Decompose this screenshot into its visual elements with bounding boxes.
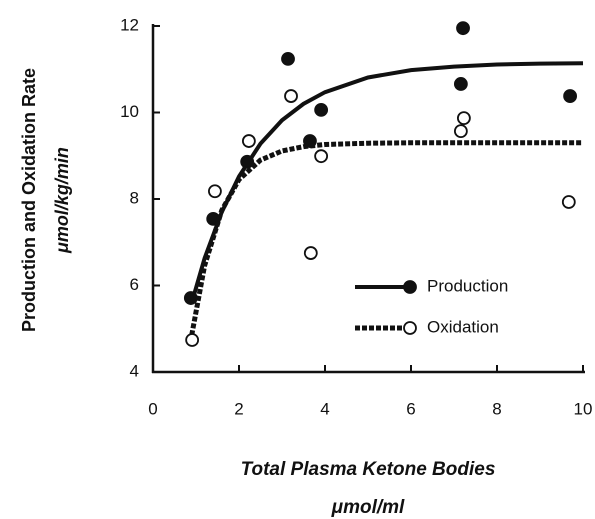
y-tick-label: 8 <box>130 188 139 207</box>
data-point <box>241 134 256 148</box>
y-tick-label: 6 <box>130 275 139 294</box>
legend-marker <box>403 280 417 294</box>
x-tick-label: 6 <box>406 399 415 418</box>
x-tick-label: 4 <box>320 399 329 418</box>
data-point <box>314 103 329 117</box>
fit-curve <box>189 61 584 304</box>
x-tick-label: 0 <box>148 399 157 418</box>
data-point <box>456 111 471 126</box>
x-axis-label: Total Plasma Ketone Bodies <box>241 459 496 480</box>
y-tick-label: 10 <box>120 102 139 121</box>
fit-curve <box>189 140 583 336</box>
x-tick-label: 10 <box>574 399 593 418</box>
x-tick-label: 2 <box>234 399 243 418</box>
y-axis-label: Production and Oxidation Rate <box>19 68 39 332</box>
data-point <box>208 184 222 199</box>
data-point <box>183 291 198 305</box>
x-tick-label: 8 <box>492 399 501 418</box>
legend-marker <box>403 321 417 335</box>
data-point <box>453 77 468 91</box>
y-tick-label: 12 <box>120 15 139 34</box>
data-point <box>453 124 468 138</box>
y-tick-label: 4 <box>130 361 139 380</box>
data-point <box>240 154 255 169</box>
y-axis-units: μmol/kg/min <box>52 147 72 254</box>
data-point <box>185 333 200 347</box>
x-axis-units: μmol/ml <box>331 497 405 518</box>
data-point <box>284 89 298 103</box>
data-point <box>561 195 576 209</box>
data-point <box>456 21 470 36</box>
legend-label: Oxidation <box>427 317 499 336</box>
data-point <box>314 149 329 164</box>
data-point <box>303 246 318 260</box>
data-point <box>281 51 295 66</box>
data-point <box>563 89 577 103</box>
legend-label: Production <box>427 276 508 295</box>
